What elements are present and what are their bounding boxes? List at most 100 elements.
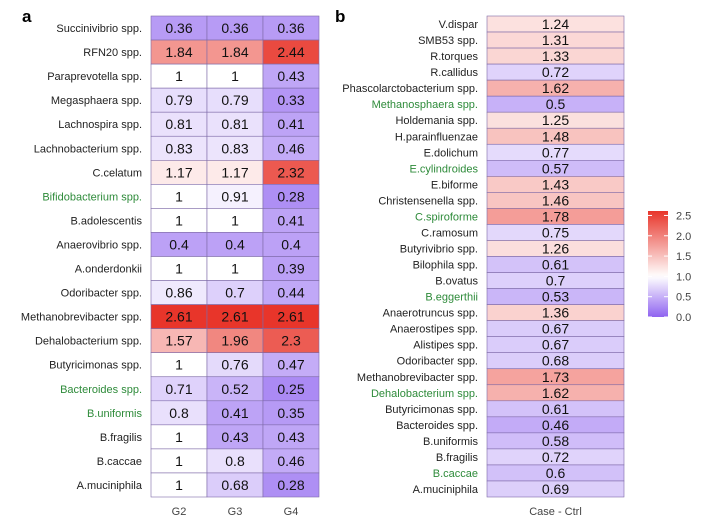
row-label: R.callidus bbox=[430, 67, 478, 79]
row-label: B.uniformis bbox=[87, 408, 143, 420]
row-label: Odoribacter spp. bbox=[397, 356, 478, 368]
heatmap-cell bbox=[206, 15, 264, 41]
heatmap-cell bbox=[262, 39, 320, 65]
cell-value: 0.75 bbox=[542, 224, 569, 240]
row-label: Succinivibrio spp. bbox=[56, 23, 142, 35]
cell-value: 0.35 bbox=[277, 405, 304, 421]
heatmap-cell bbox=[150, 328, 208, 353]
row-label: Methanosphaera spp. bbox=[372, 99, 478, 111]
cell-value: 0.61 bbox=[542, 257, 569, 273]
cell-value: 0.83 bbox=[221, 140, 248, 156]
cell-value: 0.36 bbox=[221, 20, 248, 36]
cell-value: 0.76 bbox=[221, 357, 248, 373]
cell-value: 1.78 bbox=[542, 208, 569, 224]
cell-value: 1.57 bbox=[165, 333, 192, 349]
cell-value: 0.81 bbox=[221, 116, 248, 132]
cell-value: 1 bbox=[231, 68, 239, 84]
cell-value: 0.28 bbox=[277, 188, 304, 204]
cell-value: 1.96 bbox=[221, 333, 248, 349]
heatmap-cell bbox=[150, 184, 208, 209]
cell-value: 1 bbox=[175, 429, 183, 445]
heatmap-cell bbox=[150, 135, 208, 161]
cell-value: 1.36 bbox=[542, 305, 569, 321]
heatmap-cell bbox=[262, 256, 320, 281]
heatmap-cell bbox=[262, 400, 320, 426]
cell-value: 0.68 bbox=[542, 353, 569, 369]
row-label: B.ovatus bbox=[435, 276, 478, 288]
cell-value: 1 bbox=[175, 477, 183, 493]
heatmap-cell bbox=[150, 400, 208, 426]
heatmap-cell bbox=[262, 135, 320, 161]
panel-b-label: b bbox=[335, 7, 345, 26]
heatmap-cell bbox=[262, 15, 320, 41]
heatmap-cell bbox=[262, 232, 320, 257]
heatmap-cell bbox=[206, 111, 264, 137]
row-label: RFN20 spp. bbox=[83, 47, 142, 59]
row-label: Bilophila spp. bbox=[413, 260, 478, 272]
heatmap-cell bbox=[262, 208, 320, 233]
cell-value: 0.72 bbox=[542, 64, 569, 80]
cell-value: 0.79 bbox=[221, 92, 248, 108]
cell-value: 1.17 bbox=[221, 164, 248, 180]
heatmap-cell bbox=[150, 87, 208, 113]
row-label: B.adolescentis bbox=[70, 215, 142, 227]
row-label: Paraprevotella spp. bbox=[47, 71, 142, 83]
row-label: Phascolarctobacterium spp. bbox=[342, 83, 478, 95]
cell-value: 2.61 bbox=[277, 309, 304, 325]
heatmap-cell bbox=[206, 424, 264, 450]
heatmap-cell bbox=[262, 280, 320, 305]
heatmap-cell bbox=[206, 472, 264, 498]
heatmap-cell bbox=[150, 15, 208, 41]
cell-value: 0.71 bbox=[165, 381, 192, 397]
row-label: A.muciniphila bbox=[413, 484, 479, 496]
cell-value: 2.32 bbox=[277, 164, 304, 180]
cell-value: 1 bbox=[231, 212, 239, 228]
row-label: Bacteroides spp. bbox=[60, 384, 142, 396]
column-label: Case - Ctrl bbox=[529, 506, 582, 518]
cell-value: 0.43 bbox=[277, 68, 304, 84]
heatmap-cell bbox=[150, 160, 208, 185]
row-label: B.caccae bbox=[433, 468, 478, 480]
row-label: Anaerovibrio spp. bbox=[56, 239, 142, 251]
cell-value: 1.84 bbox=[221, 44, 248, 60]
cell-value: 0.83 bbox=[165, 140, 192, 156]
heatmap-cell bbox=[262, 160, 320, 185]
cell-value: 0.36 bbox=[165, 20, 192, 36]
legend-tick-label: 2.0 bbox=[676, 231, 691, 243]
heatmap-cell bbox=[206, 376, 264, 402]
row-label: SMB53 spp. bbox=[418, 35, 478, 47]
cell-value: 0.36 bbox=[277, 20, 304, 36]
row-label: Dehalobacterium spp. bbox=[35, 336, 142, 348]
cell-value: 2.3 bbox=[281, 333, 301, 349]
cell-value: 1 bbox=[175, 453, 183, 469]
heatmap-cell bbox=[262, 184, 320, 209]
heatmap-cell bbox=[262, 472, 320, 498]
cell-value: 0.58 bbox=[542, 433, 569, 449]
cell-value: 0.41 bbox=[221, 405, 248, 421]
heatmap-cell bbox=[150, 208, 208, 233]
cell-value: 1 bbox=[175, 357, 183, 373]
heatmap-cell bbox=[206, 63, 264, 89]
row-label: Lachnobacterium spp. bbox=[34, 143, 142, 155]
cell-value: 1.31 bbox=[542, 32, 569, 48]
heatmap-cell bbox=[150, 376, 208, 402]
cell-value: 0.4 bbox=[169, 236, 189, 252]
cell-value: 0.81 bbox=[165, 116, 192, 132]
color-legend: 2.5 2.0 1.5 1.0 0.5 0.0 bbox=[648, 210, 691, 324]
cell-value: 1 bbox=[175, 68, 183, 84]
cell-value: 0.41 bbox=[277, 116, 304, 132]
row-label: Butyrivibrio spp. bbox=[400, 243, 478, 255]
heatmap-cell bbox=[206, 448, 264, 474]
row-label: Methanobrevibacter spp. bbox=[357, 372, 478, 384]
cell-value: 0.43 bbox=[221, 429, 248, 445]
cell-value: 0.33 bbox=[277, 92, 304, 108]
legend-tick-label: 0.5 bbox=[676, 292, 691, 304]
cell-value: 0.41 bbox=[277, 212, 304, 228]
cell-value: 0.86 bbox=[165, 285, 192, 301]
row-label: Odoribacter spp. bbox=[61, 288, 142, 300]
row-label: E.biforme bbox=[431, 179, 478, 191]
panel-a-heatmap: a Succinivibrio spp. 0.36 0.36 0.36 RFN20 sp… bbox=[21, 7, 320, 518]
heatmap-cell bbox=[150, 304, 208, 329]
column-label: G4 bbox=[284, 506, 299, 518]
cell-value: 0.5 bbox=[546, 96, 566, 112]
